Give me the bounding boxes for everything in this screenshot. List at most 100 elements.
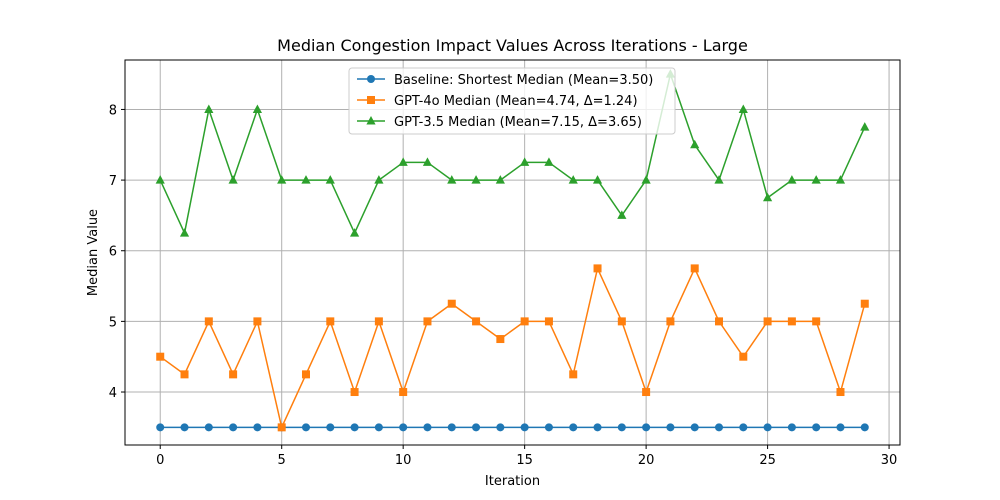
data-point [422,157,433,166]
data-point [762,192,773,202]
x-tick-label: 0 [156,453,164,468]
data-point [690,423,699,432]
data-point [544,423,553,432]
data-point [641,175,651,184]
data-point [399,388,408,397]
data-point [787,175,797,184]
chart-title: Median Congestion Impact Values Across I… [277,36,748,55]
data-point [690,264,699,273]
data-point [520,157,530,166]
data-point [617,423,626,432]
legend-marker [366,116,376,125]
data-point [836,388,845,397]
data-point [472,317,481,326]
data-point [471,175,481,184]
x-tick-label: 30 [881,453,898,468]
series-1 [156,423,869,432]
data-point [472,423,481,432]
data-point [811,175,821,184]
data-point [447,175,457,184]
data-point [204,423,213,432]
data-point [204,317,213,326]
data-point [739,352,748,361]
y-tick-label: 5 [109,315,117,330]
data-point [812,423,821,432]
data-point [617,317,626,326]
data-point [787,423,796,432]
data-point [787,317,796,326]
y-axis-title: Median Value [86,209,101,296]
x-axis: 0 5 10 15 20 25 30 [156,445,897,468]
data-point [229,370,238,379]
x-axis-title: Iteration [485,474,540,489]
data-point [253,317,262,326]
data-point [350,423,359,432]
data-point [860,122,870,131]
data-point [155,175,165,184]
data-point [423,317,432,326]
data-point [738,104,748,113]
x-tick-label: 5 [278,453,286,468]
data-point [593,264,602,273]
data-point [763,423,772,432]
data-point [835,175,846,184]
y-axis: 4 5 6 7 8 [109,103,125,401]
data-point [326,423,335,432]
legend-item: Baseline: Shortest Median (Mean=3.50) [357,73,653,88]
series-line [159,267,866,429]
data-point [179,228,190,237]
data-point [398,157,408,166]
legend-label: Baseline: Shortest Median (Mean=3.50) [394,73,653,88]
data-point [715,317,724,326]
data-point [666,423,675,432]
data-point [447,423,456,432]
data-point [374,423,383,432]
legend-item: GPT-3.5 Median (Mean=7.15, Δ=3.65) [357,115,642,130]
data-point [496,423,505,432]
data-point [447,299,456,308]
y-tick-label: 7 [109,174,117,189]
data-point [593,423,602,432]
data-point [252,104,263,113]
data-point [714,175,724,184]
data-point [520,317,529,326]
data-point [860,299,869,308]
data-point [617,210,627,219]
data-point [374,175,384,184]
data-point [325,175,335,184]
data-point [544,317,553,326]
legend-box [348,67,676,135]
plot-frame [124,59,901,446]
data-point [301,370,310,379]
data-point [399,423,408,432]
data-point [156,352,165,361]
data-point [544,157,554,166]
data-point [642,388,651,397]
series-layer [155,69,870,432]
data-point [496,335,505,344]
x-tick-label: 15 [516,453,533,468]
x-tick-label: 10 [395,453,412,468]
data-point [253,423,262,432]
data-point [666,317,675,326]
data-point [374,317,383,326]
y-tick-label: 6 [109,245,117,260]
data-point [301,423,310,432]
data-point [277,423,286,432]
data-point [642,423,651,432]
data-point [180,370,189,379]
data-point [495,175,505,184]
data-point [423,423,432,432]
legend-label: GPT-3.5 Median (Mean=7.15, Δ=3.65) [394,115,642,130]
data-point [204,104,214,113]
x-tick-label: 20 [638,453,655,468]
series-3 [155,69,870,237]
data-point [520,423,529,432]
data-point [715,423,724,432]
data-point [739,423,748,432]
legend-marker [367,96,375,104]
data-point [569,370,578,379]
data-point [568,175,578,184]
legend-marker [367,75,375,83]
